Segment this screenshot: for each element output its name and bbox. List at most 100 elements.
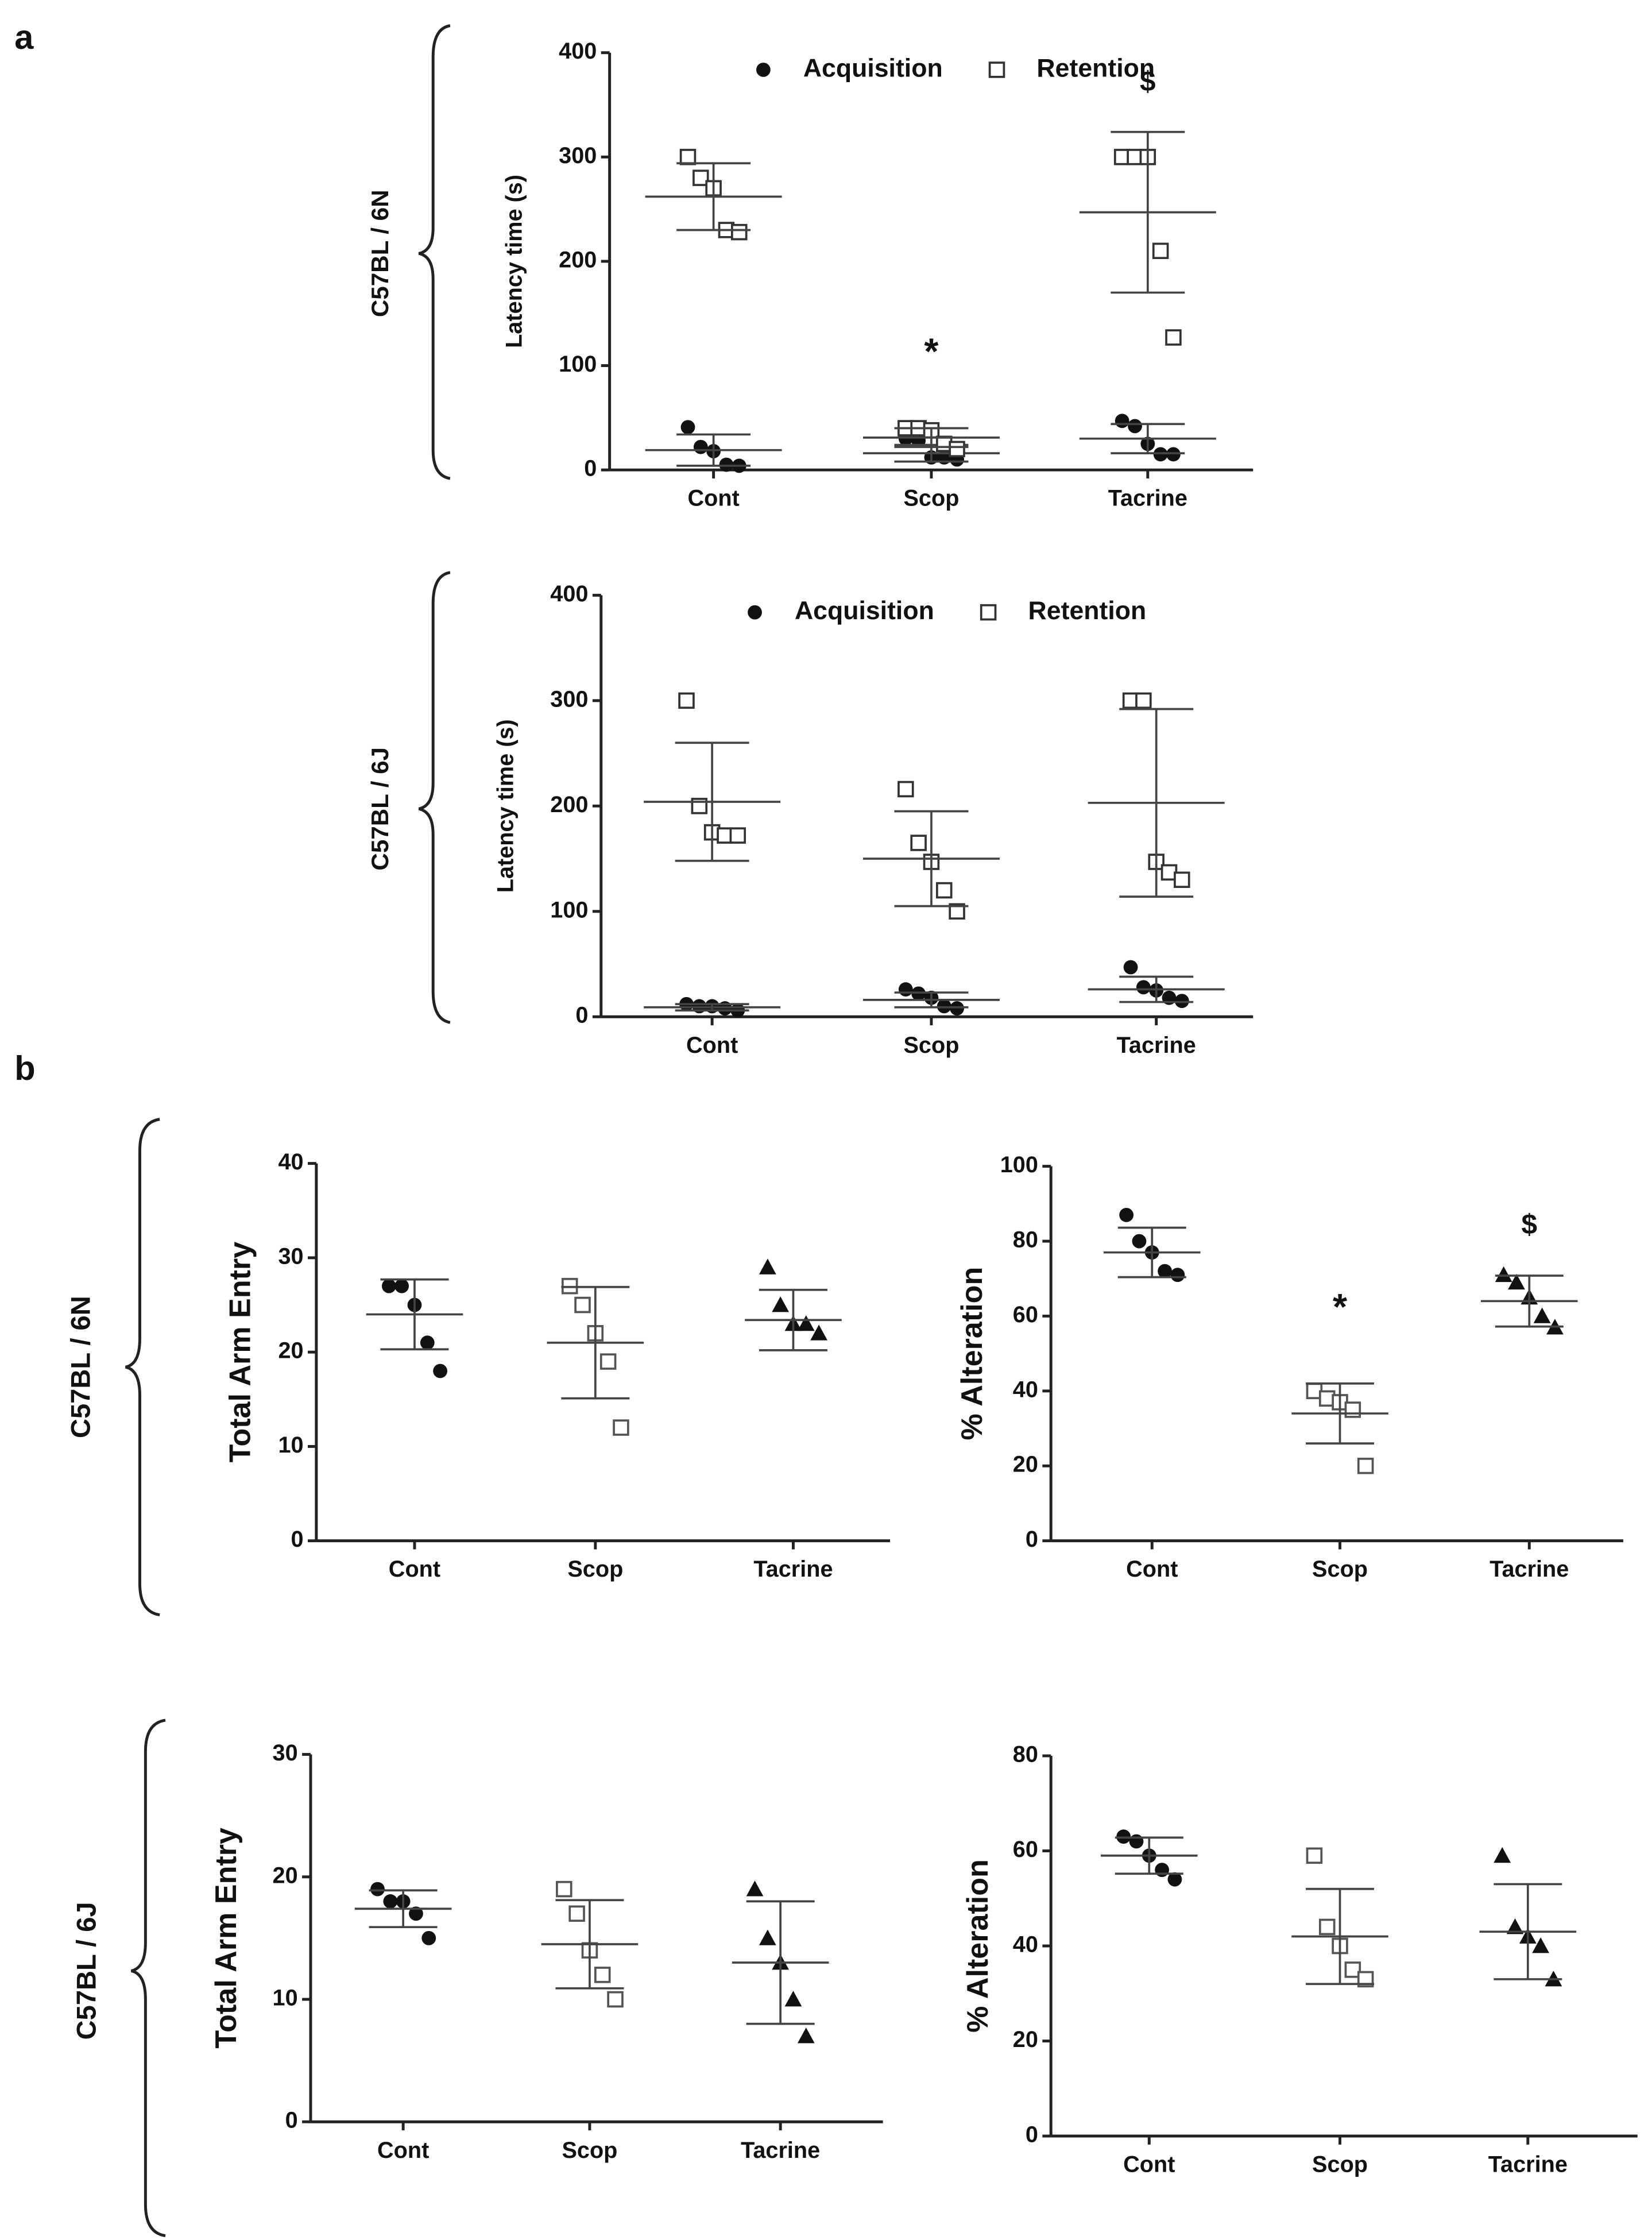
point (898, 982, 913, 997)
y-tick-label: 300 (559, 143, 597, 168)
y-tick-label: 40 (1013, 1932, 1038, 1957)
point (748, 605, 762, 620)
y-tick-label: 0 (1026, 1527, 1038, 1552)
point (1506, 1918, 1524, 1934)
point (1508, 1273, 1525, 1290)
point (1128, 419, 1142, 434)
point (797, 2027, 815, 2044)
point (370, 1882, 385, 1897)
panel-label: a (14, 18, 34, 56)
x-tick-label: Tacrine (741, 2138, 820, 2163)
point (810, 1324, 827, 1341)
point (409, 1906, 423, 1921)
strain-label: C57BL / 6N (366, 190, 393, 318)
y-tick-label: 80 (1013, 1742, 1038, 1767)
point (693, 439, 708, 454)
point (1129, 1834, 1144, 1849)
point (1123, 960, 1138, 975)
brace (125, 1118, 160, 1617)
point (1318, 1918, 1336, 1936)
y-tick-label: 100 (550, 897, 588, 922)
annotation: $ (1522, 1208, 1538, 1240)
point (1306, 1847, 1323, 1864)
annotation: * (1333, 1286, 1348, 1327)
brace (418, 571, 451, 1024)
point (1165, 329, 1182, 346)
y-tick-label: 400 (559, 38, 597, 64)
y-tick-label: 400 (550, 581, 588, 607)
x-tick-label: Cont (389, 1557, 440, 1582)
point (568, 1905, 585, 1922)
point (678, 692, 695, 709)
y-axis-label: Latency time (s) (501, 175, 527, 348)
x-tick-label: Tacrine (1489, 1557, 1569, 1582)
y-tick-label: 300 (550, 686, 588, 712)
point (420, 1335, 435, 1350)
brace (130, 1718, 166, 2238)
point (797, 1315, 815, 1331)
y-tick-label: 0 (584, 456, 597, 481)
point (949, 441, 965, 458)
x-tick-label: Cont (377, 2138, 429, 2163)
y-tick-label: 200 (550, 792, 588, 817)
y-tick-label: 0 (575, 1003, 588, 1028)
point (1495, 1266, 1512, 1283)
y-tick-label: 0 (291, 1527, 304, 1552)
point (1170, 1268, 1185, 1283)
legend-label: Acquisition (803, 54, 943, 82)
point (679, 149, 697, 165)
point (394, 1279, 409, 1293)
panel-label: b (14, 1049, 35, 1087)
x-tick-label: Cont (1123, 2152, 1175, 2177)
y-tick-label: 100 (559, 352, 597, 377)
braces (125, 24, 451, 2238)
x-tick-label: Tacrine (753, 1557, 833, 1582)
x-tick-label: Tacrine (1488, 2152, 1568, 2177)
point (1158, 1264, 1172, 1279)
point (433, 1364, 447, 1378)
point (1135, 692, 1152, 709)
point (692, 169, 709, 186)
strain-label: C57BL / 6J (366, 747, 393, 871)
annotation: * (924, 331, 939, 372)
point (759, 1258, 776, 1275)
point (1533, 1307, 1551, 1323)
point (556, 1880, 572, 1898)
point (784, 1991, 802, 2007)
point (680, 420, 695, 435)
point (607, 1991, 624, 2008)
legend-label: Retention (1028, 597, 1147, 625)
y-tick-label: 0 (285, 2108, 298, 2133)
y-tick-label: 30 (278, 1243, 303, 1269)
y-tick-label: 60 (1013, 1837, 1038, 1862)
x-tick-label: Scop (1312, 2152, 1368, 2177)
point (1174, 871, 1190, 888)
point (910, 835, 927, 851)
y-tick-label: 10 (278, 1432, 303, 1458)
y-tick-label: 80 (1013, 1227, 1038, 1252)
strain-label: C57BL / 6J (71, 1902, 102, 2040)
y-tick-label: 30 (273, 1740, 298, 1766)
point (1494, 1847, 1511, 1863)
point (936, 882, 953, 899)
point (1132, 1234, 1147, 1249)
point (772, 1296, 790, 1312)
y-tick-label: 20 (1013, 1452, 1038, 1477)
point (1115, 414, 1129, 428)
point (759, 1929, 776, 1945)
point (1136, 980, 1151, 995)
y-tick-label: 10 (273, 1985, 298, 2010)
point (897, 781, 914, 798)
point (1119, 1207, 1134, 1222)
annotation: $ (1140, 65, 1156, 98)
x-tick-label: Cont (1126, 1557, 1178, 1582)
y-tick-label: 20 (273, 1863, 298, 1888)
point (756, 63, 771, 77)
point (381, 1279, 396, 1293)
point (1532, 1937, 1550, 1953)
brace (418, 24, 451, 480)
point (613, 1419, 629, 1436)
x-tick-label: Tacrine (1117, 1033, 1196, 1058)
x-tick-label: Scop (567, 1557, 623, 1582)
